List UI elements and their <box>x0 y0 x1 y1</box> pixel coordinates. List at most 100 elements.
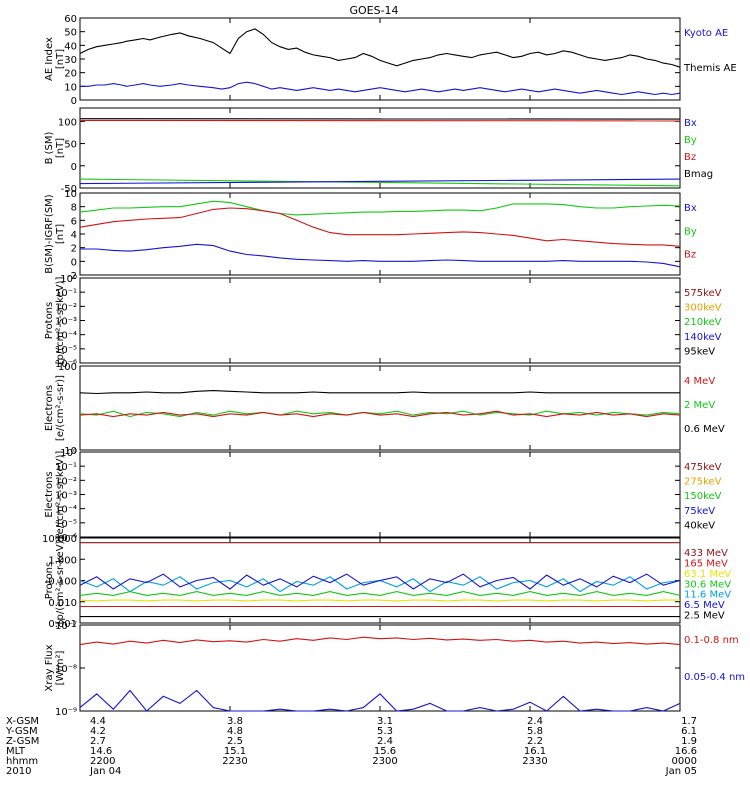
y-tick-label: 60 <box>64 14 77 25</box>
ephemeris-value: 16.1 <box>524 746 546 757</box>
y-tick-label: 10.000 <box>42 534 77 545</box>
legend-entry: 275keV <box>684 477 722 488</box>
legend-entry: 4 MeV <box>684 376 715 387</box>
y-axis-label: Electrons[e/(cm²-s-sr)] <box>44 375 66 441</box>
y-tick-label: 30 <box>64 55 77 66</box>
y-tick-label: 1.000 <box>48 555 77 566</box>
series-line-6-5-mev <box>79 573 681 590</box>
ephemeris-row-label: Z-GSM <box>6 736 39 747</box>
ephemeris-row-label: Y-GSM <box>5 726 38 737</box>
y-tick-label: 10⁰ <box>60 274 77 285</box>
y-tick-label: 10⁻⁴ <box>55 331 77 342</box>
y-tick-label: 10⁻² <box>55 476 77 487</box>
ephemeris-value: 4.8 <box>227 726 243 737</box>
y-tick-label: 10⁻⁹ <box>55 707 77 718</box>
legend-entry: 63.1 MeV <box>684 569 731 580</box>
ephemeris-value: 5.3 <box>377 726 393 737</box>
chart-panel-7: 10⁻⁷ 10⁻⁸ 10⁻⁹ Xray Flux[W/m²] 0.1-0.8 nm 0.0… <box>44 621 745 718</box>
ephemeris-value: 2.5 <box>227 736 243 747</box>
ephemeris-value: 1.7 <box>681 716 697 727</box>
y-axis-label: B (SM)[nT] <box>44 131 66 164</box>
legend-entry: 165 MeV <box>684 558 728 569</box>
ephemeris-value: 2300 <box>372 756 397 767</box>
series-line-4-mev <box>79 410 681 418</box>
ephemeris-value: 14.6 <box>90 746 112 757</box>
y-tick-label: 10⁻³ <box>55 491 77 502</box>
y-axis-label-line: Electrons <box>44 471 55 517</box>
ephemeris-value: 2.2 <box>527 736 543 747</box>
ephemeris-value: 0000 <box>672 756 697 767</box>
legend-entry: 0.1-0.8 nm <box>684 635 739 646</box>
y-tick-label: 10 <box>64 189 77 200</box>
y-axis-label-line: [e/(cm²-s-sr-keV)] <box>55 451 66 539</box>
legend-entry: 575keV <box>684 288 722 299</box>
y-tick-label: 0 <box>71 96 77 107</box>
y-tick-label: -2 <box>67 271 77 282</box>
y-tick-label: 10⁰ <box>60 448 77 459</box>
y-axis-label-line: [e/(cm²-s-sr)] <box>55 375 66 441</box>
ephemeris-value: 15.1 <box>224 746 246 757</box>
ephemeris-value: 5.8 <box>527 726 543 737</box>
ephemeris-row-label: MLT <box>6 746 26 757</box>
chart-panel-4: 100 10 Electrons[e/(cm²-s-sr)] 4 MeV 2 MeV 0.… <box>44 362 725 457</box>
series-line-by <box>79 200 681 216</box>
legend-entry: 300keV <box>684 303 722 314</box>
y-axis-label-line: [p/(cm²-s-sr-keV)] <box>55 537 66 625</box>
legend-entry: 30.6 MeV <box>684 579 731 590</box>
ephemeris-value: 1.9 <box>681 736 697 747</box>
y-tick-label: 0.100 <box>48 577 77 588</box>
legend-entry: By <box>684 226 697 237</box>
y-axis-label: AE Index[nT] <box>44 37 66 81</box>
legend-entry: 6.5 MeV <box>684 600 725 611</box>
ephemeris-value: 3.8 <box>227 716 243 727</box>
legend-entry: Kyoto AE <box>684 28 728 39</box>
legend-entry: 2 MeV <box>684 400 715 411</box>
series-line-kyoto-ae <box>80 81 681 96</box>
series-line-0-05-0-4-nm <box>79 689 681 712</box>
series-line-30-6-mev <box>79 591 681 596</box>
y-axis-label-line: [nT] <box>55 224 66 244</box>
y-tick-label: 20 <box>64 69 77 80</box>
panel-frame-7 <box>79 624 681 712</box>
y-axis-label-line: [nT] <box>55 49 66 69</box>
y-tick-label: 8 <box>71 203 77 214</box>
series-line-by <box>79 178 681 187</box>
y-axis-label-line: AE Index <box>44 37 55 81</box>
ephemeris-value: 4.4 <box>90 716 106 727</box>
series-line-2-mev <box>79 410 681 418</box>
y-tick-label: 10⁻⁶ <box>55 359 77 370</box>
ephemeris-value: 4.2 <box>90 726 106 737</box>
y-tick-label: 10⁻¹ <box>55 288 77 299</box>
y-axis-label: Protons[p/(cm²-s-sr-keV)] <box>44 277 66 365</box>
legend-entry: 95keV <box>684 346 715 357</box>
ephemeris-value: 2.4 <box>527 716 543 727</box>
y-axis-label-line: B(SM)-IGRF(SM) <box>44 194 55 274</box>
legend-entry: Bz <box>684 250 696 261</box>
legend-entry: 150keV <box>684 491 722 502</box>
ephemeris-row-label: 2010 <box>6 766 31 777</box>
y-tick-label: 100 <box>58 362 77 373</box>
y-tick-label: 50 <box>64 28 77 39</box>
ephemeris-value: 2.4 <box>377 736 393 747</box>
series-line-0-6-mev <box>79 390 680 395</box>
panel-frame-5 <box>79 451 681 538</box>
y-tick-label: 0.010 <box>48 598 77 609</box>
ephemeris-value: 6.1 <box>681 726 697 737</box>
series-line-bz <box>79 207 681 247</box>
y-axis-label: Protons[p/(cm²-s-sr-keV)] <box>44 537 66 625</box>
chart-panel-3: 10⁰10⁻¹10⁻²10⁻³10⁻⁴10⁻⁵10⁻⁶Protons[p/(cm… <box>44 274 722 370</box>
y-axis-label: Electrons[e/(cm²-s-sr-keV)] <box>44 451 66 539</box>
legend-entry: 140keV <box>684 332 722 343</box>
y-axis-label-line: [p/(cm²-s-sr-keV)] <box>55 277 66 365</box>
y-tick-label: 10⁻⁷ <box>55 621 77 632</box>
ephemeris-value: 3.1 <box>377 716 393 727</box>
legend-entry: By <box>684 135 697 146</box>
y-tick-label: 10⁻¹ <box>55 462 77 473</box>
y-tick-label: 10⁻⁸ <box>55 664 77 675</box>
y-tick-label: 10⁻³ <box>55 317 77 328</box>
legend-entry: 475keV <box>684 462 722 473</box>
ephemeris-value: 15.6 <box>374 746 396 757</box>
panel-frame-2 <box>79 192 681 276</box>
y-axis-label-line: Electrons <box>44 385 55 431</box>
